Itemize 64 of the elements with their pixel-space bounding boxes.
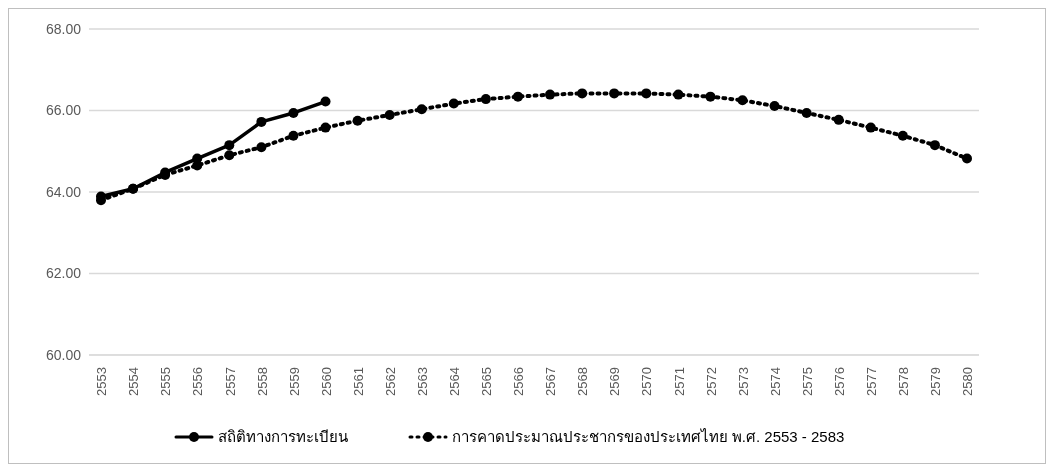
point [288, 130, 299, 141]
point [320, 96, 331, 107]
y-tick-label: 60.00 [45, 346, 82, 363]
y-tick-label: 66.00 [45, 102, 82, 119]
x-tick-label: 2567 [543, 367, 559, 396]
x-tick-label: 2553 [94, 367, 110, 396]
y-tick-label: 62.00 [45, 265, 82, 282]
x-tick-label: 2578 [896, 367, 912, 396]
x-tick-label: 2556 [190, 367, 206, 396]
x-tick-label: 2558 [254, 367, 270, 396]
point [673, 89, 684, 100]
point [641, 88, 652, 99]
x-tick-label: 2561 [350, 367, 366, 396]
point [384, 109, 395, 120]
x-tick-label: 2571 [671, 367, 687, 396]
point [224, 140, 235, 151]
point [769, 101, 780, 112]
point [256, 142, 267, 153]
point [962, 153, 972, 164]
x-tick-label: 2579 [928, 367, 944, 396]
x-tick-label: 2566 [511, 367, 527, 396]
point [288, 107, 299, 118]
point [224, 150, 235, 161]
point [609, 88, 620, 99]
point [320, 122, 331, 133]
point [352, 115, 363, 126]
y-tick-label: 68.00 [45, 20, 82, 37]
point [512, 91, 523, 102]
point [545, 89, 556, 100]
x-tick-label: 2557 [222, 367, 238, 396]
legend-label: การคาดประมาณประชากรของประเทศไทย พ.ศ. 2553 - 2583 [451, 427, 845, 447]
point [737, 95, 748, 106]
x-tick-label: 2559 [286, 367, 302, 396]
x-tick-label: 2570 [639, 367, 655, 396]
x-tick-label: 2555 [158, 367, 174, 396]
x-tick-label: 2569 [607, 367, 623, 396]
point [801, 107, 812, 118]
x-tick-label: 2573 [735, 367, 751, 396]
point [448, 98, 459, 109]
point [416, 104, 427, 115]
x-tick-label: 2580 [960, 367, 976, 396]
x-tick-label: 2575 [799, 367, 815, 396]
x-tick-label: 2554 [126, 367, 142, 396]
point [897, 130, 908, 141]
x-tick-label: 2563 [414, 367, 430, 396]
y-tick-label: 64.00 [45, 183, 82, 200]
point [577, 88, 588, 99]
x-tick-label: 2577 [864, 367, 880, 396]
x-tick-label: 2565 [479, 367, 495, 396]
point [865, 122, 876, 133]
point [705, 91, 716, 102]
x-tick-label: 2560 [318, 367, 334, 396]
point [256, 116, 267, 127]
point [480, 94, 491, 105]
point [833, 114, 844, 125]
point [128, 183, 139, 194]
x-tick-label: 2576 [831, 367, 847, 396]
x-tick-label: 2572 [703, 367, 719, 396]
x-tick-label: 2562 [382, 367, 398, 396]
x-tick-label: 2574 [767, 367, 783, 396]
point [929, 140, 940, 151]
x-tick-label: 2568 [575, 367, 591, 396]
legend-label: สถิติทางการทะเบียน [217, 427, 348, 447]
x-tick-label: 2564 [447, 367, 463, 396]
